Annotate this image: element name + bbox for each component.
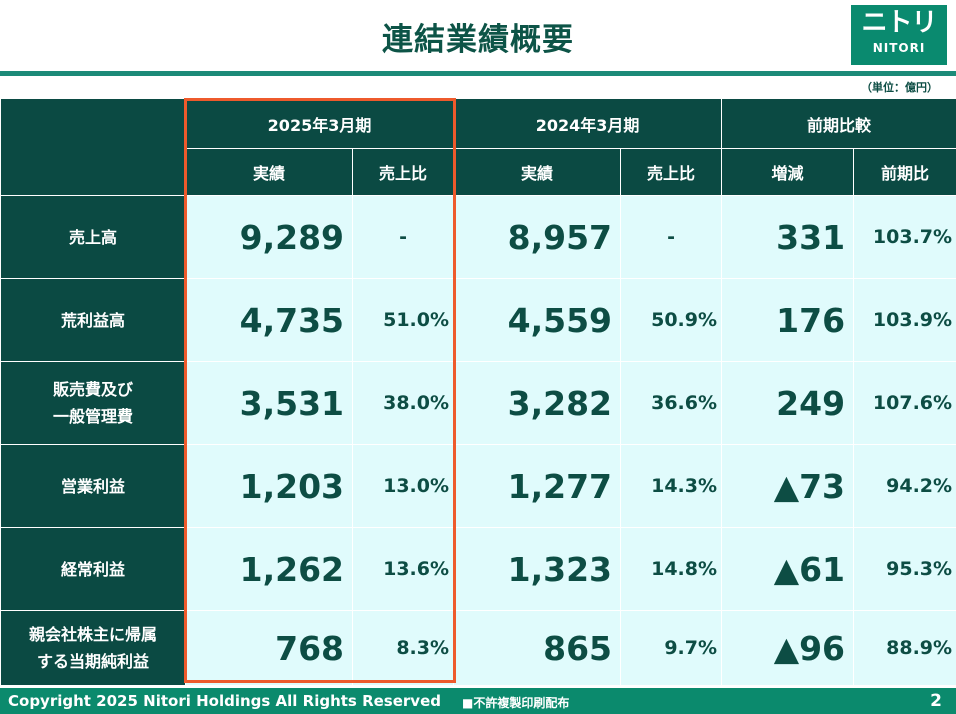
current-actual-cell: 1,262 xyxy=(185,527,353,611)
header-current-sales-ratio: 売上比 xyxy=(351,148,455,196)
header-period-current: 2025年3月期 xyxy=(184,98,455,149)
prior-actual-cell: 4,559 xyxy=(453,278,622,362)
row-label-line: 荒利益高 xyxy=(60,310,125,330)
table-row: 荒利益高 4,735 51.0% 4,559 50.9% 176 103.9% xyxy=(0,278,956,362)
prior-actual-cell: 1,323 xyxy=(453,527,622,611)
change-cell: 249 xyxy=(721,361,855,445)
table-row: 営業利益 1,203 13.0% 1,277 14.3% ▲73 94.2% xyxy=(0,444,956,528)
prior-sales-ratio-cell: 14.8% xyxy=(620,527,723,611)
page-number: 2 xyxy=(930,691,942,711)
current-actual-cell: 768 xyxy=(185,610,353,686)
yoy-cell: 94.2% xyxy=(853,444,956,528)
header-period-prior: 2024年3月期 xyxy=(453,98,723,149)
row-label-line: する当期純利益 xyxy=(36,652,149,671)
yoy-cell: 95.3% xyxy=(853,527,956,611)
nitori-logo: ニトリ NITORI xyxy=(851,5,947,65)
header-yoy: 前期比 xyxy=(853,148,956,196)
table-row: 経常利益 1,262 13.6% 1,323 14.8% ▲61 95.3% xyxy=(0,527,956,611)
prior-actual-cell: 8,957 xyxy=(453,195,622,279)
header-prior-actual: 実績 xyxy=(453,148,622,196)
row-label-line: 売上高 xyxy=(68,227,117,247)
row-label-line: 親会社株主に帰属 xyxy=(28,625,157,644)
logo-wordmark: ニトリ xyxy=(861,8,937,38)
unit-note: （単位：億円） xyxy=(861,81,938,94)
current-sales-ratio-cell: 38.0% xyxy=(351,361,455,445)
yoy-cell: 88.9% xyxy=(853,610,956,686)
header-prior-sales-ratio: 売上比 xyxy=(620,148,723,196)
current-sales-ratio-cell: 13.0% xyxy=(351,444,455,528)
current-sales-ratio-cell: - xyxy=(351,195,455,279)
row-label-line: 営業利益 xyxy=(60,476,125,496)
change-cell: ▲96 xyxy=(721,610,855,686)
row-label: 親会社株主に帰属 する当期純利益 xyxy=(0,610,186,686)
page-title: 連結業績概要 xyxy=(382,22,574,58)
row-label: 売上高 xyxy=(0,195,186,279)
change-cell: 331 xyxy=(721,195,855,279)
prior-actual-cell: 3,282 xyxy=(453,361,622,445)
row-label-line: 経常利益 xyxy=(60,559,125,579)
row-label: 荒利益高 xyxy=(0,278,186,362)
row-label-line: 販売費及び xyxy=(52,380,133,399)
yoy-cell: 107.6% xyxy=(853,361,956,445)
row-label: 販売費及び一般管理費 xyxy=(0,361,186,445)
header-current-actual: 実績 xyxy=(185,148,353,196)
row-label: 経常利益 xyxy=(0,527,186,611)
current-actual-cell: 1,203 xyxy=(185,444,353,528)
current-actual-cell: 3,531 xyxy=(185,361,353,445)
corner-header-cell xyxy=(0,98,186,196)
current-sales-ratio-cell: 51.0% xyxy=(351,278,455,362)
row-label-line: 一般管理費 xyxy=(52,407,133,426)
table-row: 売上高 9,289-8,957-331 103.7% xyxy=(0,195,956,279)
prior-sales-ratio-cell: 9.7% xyxy=(620,610,723,686)
prior-sales-ratio-cell: 14.3% xyxy=(620,444,723,528)
current-sales-ratio-cell: 13.6% xyxy=(351,527,455,611)
current-actual-cell: 4,735 xyxy=(185,278,353,362)
results-table: 2025年3月期 2024年3月期 前期比較 実績 売上比 実績 売上比 増減 … xyxy=(0,98,956,686)
logo-subtext: NITORI xyxy=(872,41,926,55)
yoy-cell: 103.9% xyxy=(853,278,956,362)
copyright-text: Copyright 2025 Nitori Holdings All Right… xyxy=(8,692,441,710)
prior-actual-cell: 1,277 xyxy=(453,444,622,528)
prior-sales-ratio-cell: 50.9% xyxy=(620,278,723,362)
table-row: 販売費及び 一般管理費 3,531 38.0% 3,282 36.6% 249 107.6% xyxy=(0,361,956,445)
current-sales-ratio-cell: 8.3% xyxy=(351,610,455,686)
change-cell: 176 xyxy=(721,278,855,362)
prior-sales-ratio-cell: 36.6% xyxy=(620,361,723,445)
current-actual-cell: 9,289 xyxy=(185,195,353,279)
title-divider xyxy=(0,71,956,76)
header-comparison: 前期比較 xyxy=(721,98,956,149)
reproduction-notice: ■不許複製印刷配布 xyxy=(462,696,570,710)
footer-bar: Copyright 2025 Nitori Holdings All Right… xyxy=(0,688,956,714)
yoy-cell: 103.7% xyxy=(853,195,956,279)
row-label: 営業利益 xyxy=(0,444,186,528)
prior-actual-cell: 865 xyxy=(453,610,622,686)
change-cell: ▲61 xyxy=(721,527,855,611)
header-change: 増減 xyxy=(721,148,855,196)
table-row: 親会社株主に帰属 する当期純利益 768 8.3% 865 9.7% ▲96 88.9% xyxy=(0,610,956,686)
prior-sales-ratio-cell: - xyxy=(620,195,723,279)
change-cell: ▲73 xyxy=(721,444,855,528)
